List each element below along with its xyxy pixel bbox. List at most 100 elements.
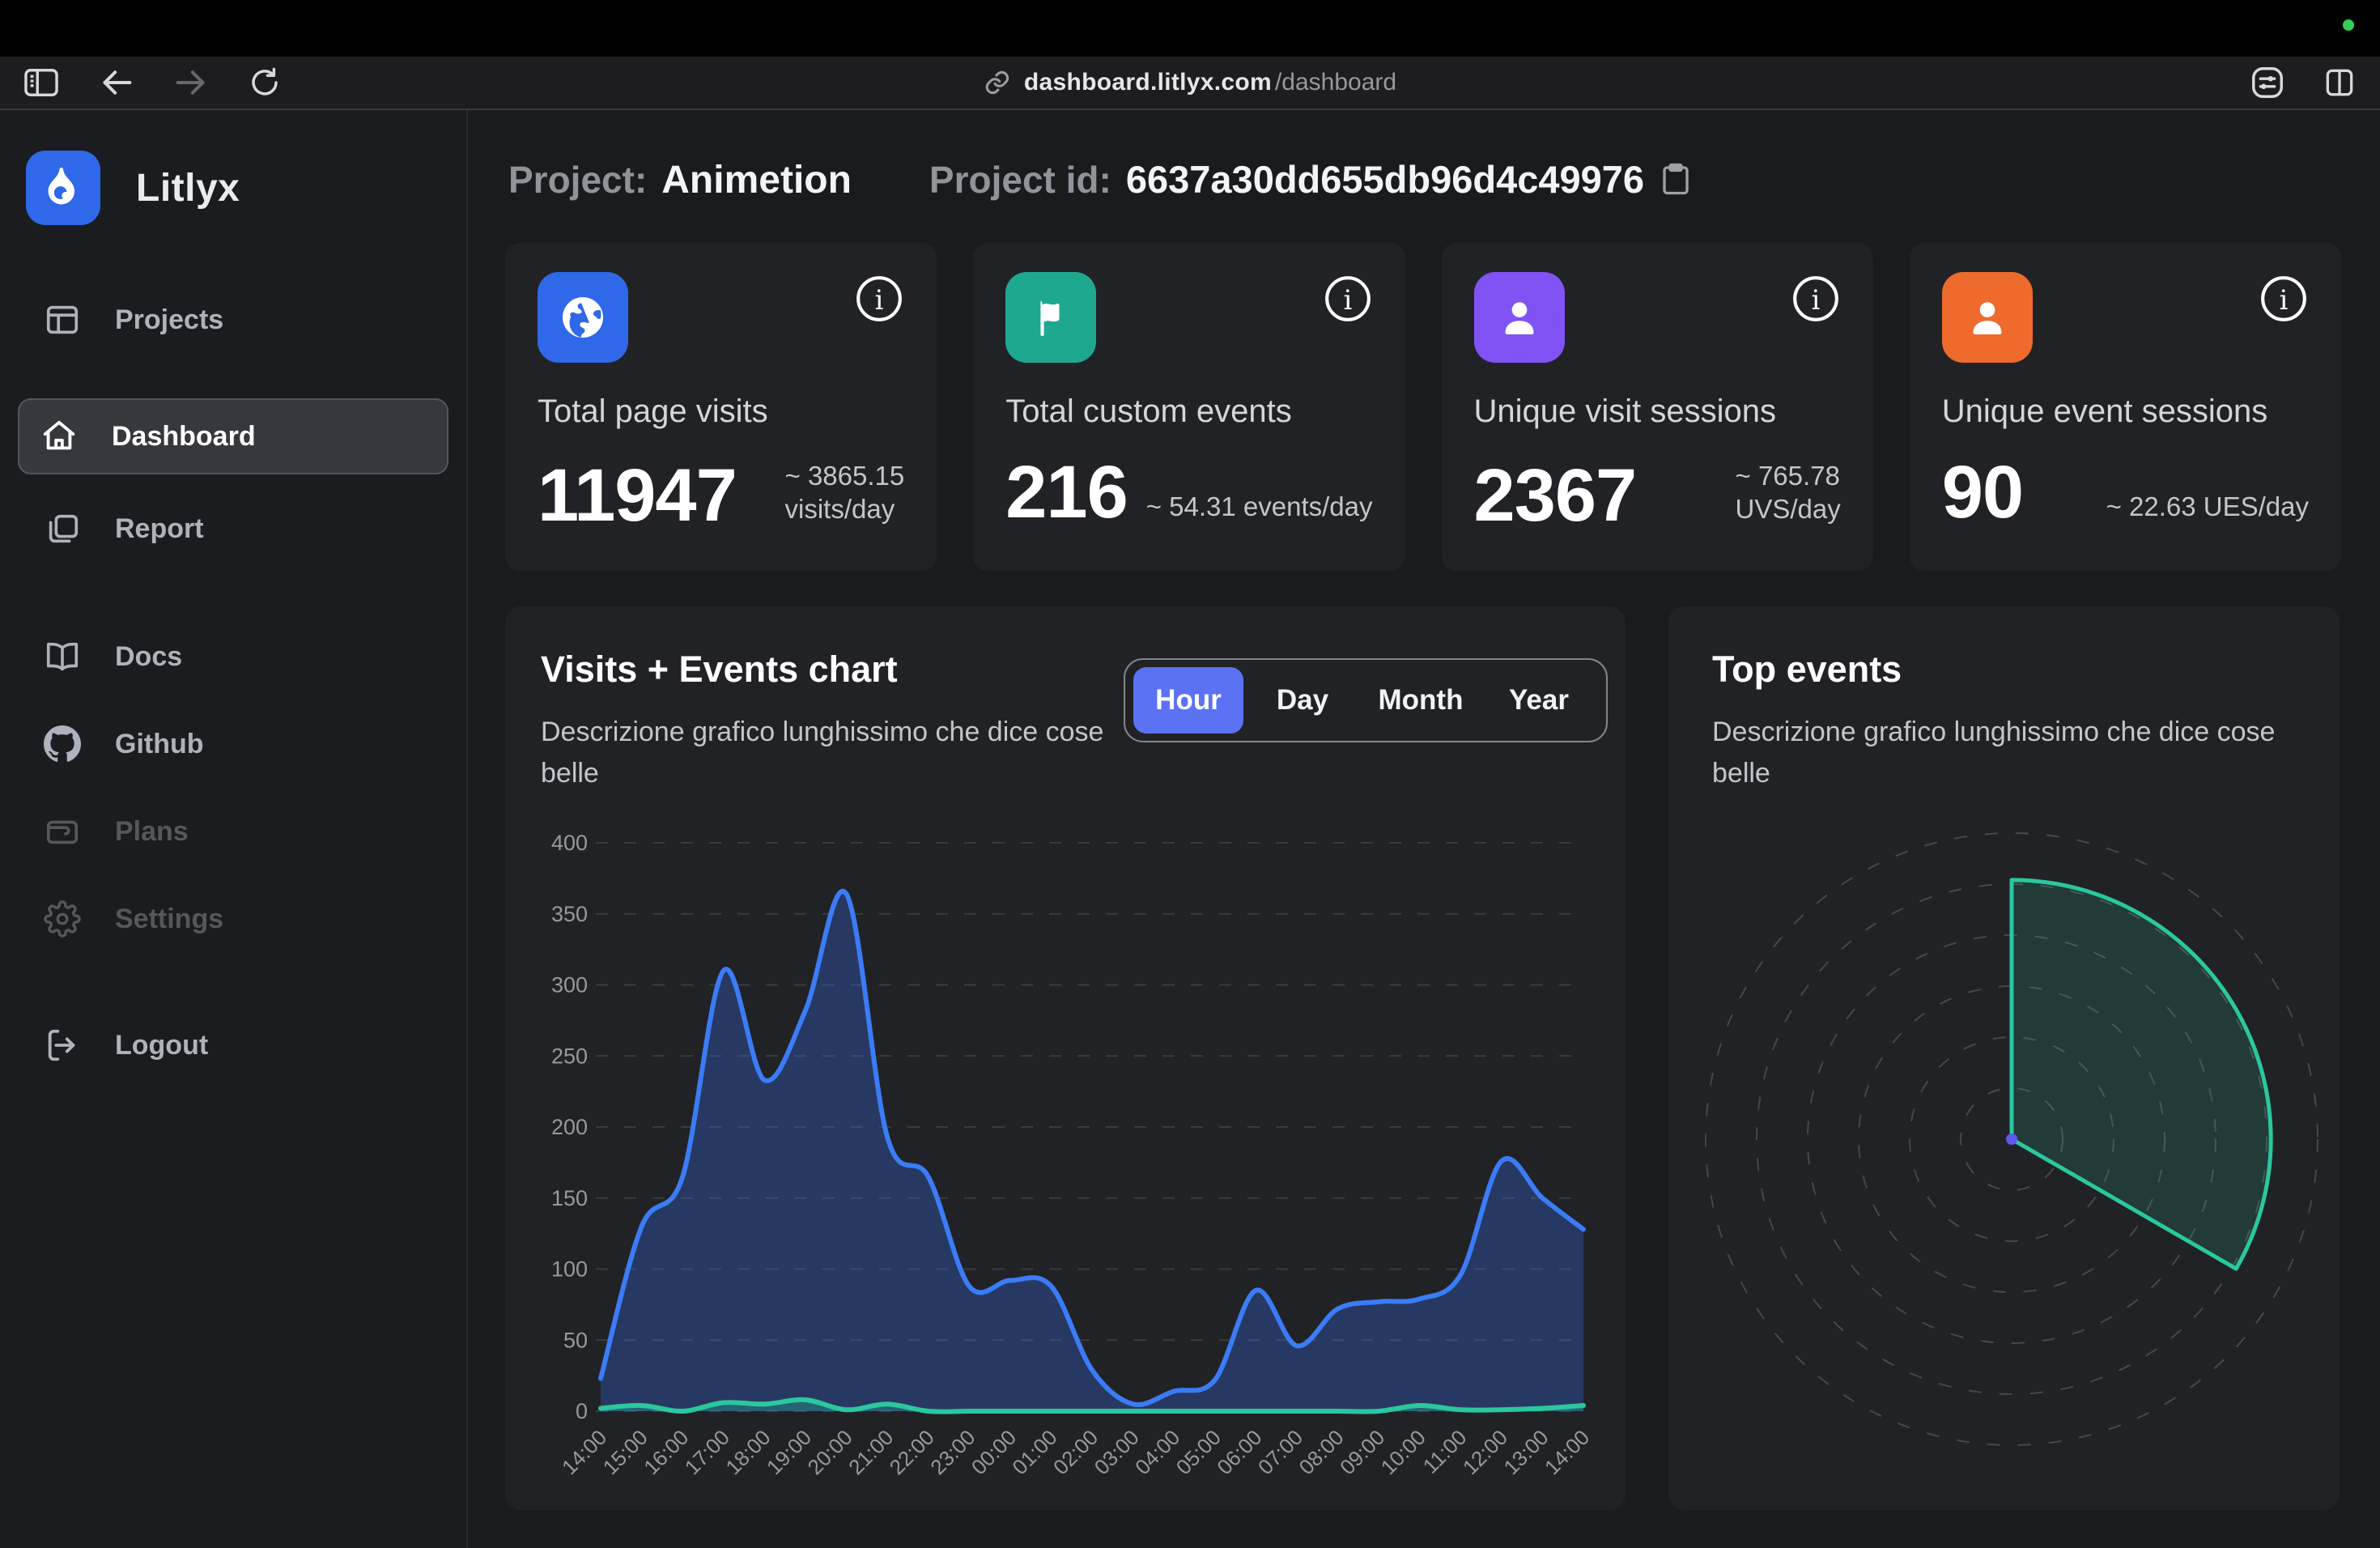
svg-text:10:00: 10:00	[1376, 1425, 1430, 1479]
svg-text:21:00: 21:00	[844, 1425, 898, 1479]
range-year-button[interactable]: Year	[1480, 684, 1598, 717]
svg-text:11:00: 11:00	[1418, 1425, 1472, 1478]
sidebar-item-report[interactable]: Report	[23, 500, 444, 557]
svg-text:14:00: 14:00	[557, 1425, 611, 1479]
top-events-card: Top events Descrizione grafico lunghissi…	[1668, 606, 2340, 1510]
link-icon	[985, 70, 1009, 95]
svg-text:350: 350	[551, 902, 588, 926]
svg-text:02:00: 02:00	[1048, 1425, 1103, 1479]
back-icon[interactable]	[99, 66, 134, 99]
stat-sub: ~ 54.31 events/day	[1145, 491, 1373, 521]
sidebar-item-label: Projects	[115, 304, 224, 335]
stat-title: Total custom events	[1005, 393, 1292, 429]
brand-name: Litlyx	[136, 166, 240, 210]
svg-text:17:00: 17:00	[680, 1425, 734, 1479]
sidebar-item-label: Settings	[115, 903, 224, 934]
svg-text:i: i	[875, 284, 884, 316]
project-label: Project:	[508, 159, 648, 201]
stat-title: Unique event sessions	[1941, 393, 2268, 429]
person-icon	[1941, 272, 2033, 363]
person-icon	[1473, 272, 1565, 363]
range-hour-button[interactable]: Hour	[1133, 667, 1243, 734]
svg-text:i: i	[1811, 284, 1820, 316]
sidebar-item-docs[interactable]: Docs	[23, 628, 444, 685]
sidebar-item-logout[interactable]: Logout	[23, 1017, 444, 1074]
svg-text:150: 150	[551, 1186, 588, 1210]
stat-card-unique-visit-sessions: i Unique visit sessions 2367 ~ 765.78 UVS…	[1441, 243, 1873, 571]
sidebar-item-plans[interactable]: Plans	[23, 803, 444, 860]
copy-id-icon[interactable]	[1659, 162, 1693, 196]
project-name: Animetion	[661, 159, 852, 202]
sidebar-toggle-icon[interactable]	[23, 66, 60, 99]
project-id-label: Project id:	[929, 159, 1111, 201]
url-path: /dashboard	[1274, 69, 1397, 96]
svg-text:13:00: 13:00	[1498, 1425, 1553, 1479]
svg-text:23:00: 23:00	[925, 1425, 980, 1479]
svg-text:300: 300	[551, 973, 588, 997]
flag-icon	[1005, 272, 1097, 363]
info-icon[interactable]: i	[1323, 274, 1373, 324]
stat-value: 2367	[1473, 453, 1638, 537]
flame-icon	[48, 167, 75, 208]
sidebar-item-settings[interactable]: Settings	[23, 891, 444, 947]
sidebar-item-label: Plans	[115, 815, 189, 847]
sidebar-item-github[interactable]: Github	[23, 716, 444, 772]
top-events-subtitle: Descrizione grafico lunghissimo che dice…	[1712, 717, 2276, 789]
svg-text:18:00: 18:00	[720, 1425, 775, 1479]
litlyx-logo	[26, 151, 100, 225]
logout-icon	[48, 1029, 75, 1061]
stat-title: Unique visit sessions	[1473, 393, 1777, 429]
project-header: Project: Animetion Project id: 6637a30dd…	[505, 157, 2341, 202]
svg-text:19:00: 19:00	[762, 1425, 816, 1479]
stat-value: 90	[1941, 451, 2024, 534]
gear-icon	[44, 900, 81, 938]
svg-text:0: 0	[576, 1399, 588, 1423]
svg-text:100: 100	[551, 1257, 588, 1282]
wallet-icon	[46, 820, 79, 844]
svg-text:400: 400	[551, 831, 588, 855]
range-month-button[interactable]: Month	[1362, 684, 1480, 717]
sidebar-item-dashboard[interactable]: Dashboard	[18, 398, 448, 474]
svg-text:50: 50	[563, 1328, 588, 1352]
stats-row: i Total page visits 11947 ~ 3865.15 visit…	[505, 243, 2341, 571]
stat-sub: ~ 22.63 UES/day	[2106, 491, 2309, 521]
svg-text:15:00: 15:00	[598, 1425, 652, 1479]
sidebar: Litlyx Projects Dashboard Report	[0, 110, 468, 1548]
stat-card-total-page-visits: i Total page visits 11947 ~ 3865.15 visit…	[505, 243, 937, 571]
split-view-icon[interactable]	[2322, 65, 2357, 100]
visits-events-area-chart: 05010015020025030035040014:0015:0016:001…	[551, 831, 1594, 1479]
url-domain: dashboard.litlyx.com	[1023, 69, 1272, 96]
svg-text:04:00: 04:00	[1130, 1425, 1184, 1479]
svg-text:i: i	[1343, 284, 1352, 316]
range-day-button[interactable]: Day	[1243, 684, 1362, 717]
svg-text:00:00: 00:00	[967, 1425, 1021, 1479]
sidebar-item-label: Github	[115, 728, 204, 759]
stat-sub: ~ 765.78 UVS/day	[1735, 461, 1841, 525]
page-settings-icon[interactable]	[2249, 64, 2286, 101]
info-icon[interactable]: i	[1791, 274, 1841, 324]
sidebar-item-projects[interactable]: Projects	[23, 291, 444, 348]
forward-icon[interactable]	[173, 66, 209, 99]
svg-text:06:00: 06:00	[1212, 1425, 1266, 1479]
main-content: Project: Animetion Project id: 6637a30dd…	[468, 110, 2380, 1548]
svg-text:03:00: 03:00	[1090, 1425, 1144, 1479]
range-toggle: Hour Day Month Year	[1124, 658, 1608, 742]
svg-text:16:00: 16:00	[639, 1425, 693, 1479]
globe-icon	[538, 272, 628, 363]
svg-text:01:00: 01:00	[1007, 1425, 1061, 1479]
recording-indicator-dot	[2343, 19, 2354, 31]
home-icon	[43, 420, 75, 450]
stat-value: 216	[1005, 451, 1128, 534]
info-icon[interactable]: i	[2259, 274, 2309, 324]
reload-icon[interactable]	[248, 65, 282, 100]
svg-text:200: 200	[551, 1115, 588, 1139]
svg-text:12:00: 12:00	[1458, 1425, 1512, 1479]
info-icon[interactable]: i	[854, 274, 904, 324]
svg-text:20:00: 20:00	[803, 1425, 857, 1479]
sidebar-item-label: Docs	[115, 640, 183, 672]
address-bar[interactable]: dashboard.litlyx.com/dashboard	[984, 69, 1396, 96]
sidebar-item-label: Report	[115, 512, 204, 544]
browser-toolbar: dashboard.litlyx.com/dashboard	[0, 57, 2380, 110]
stat-sub: ~ 3865.15 visits/day	[784, 461, 905, 525]
stat-value: 11947	[538, 453, 737, 537]
